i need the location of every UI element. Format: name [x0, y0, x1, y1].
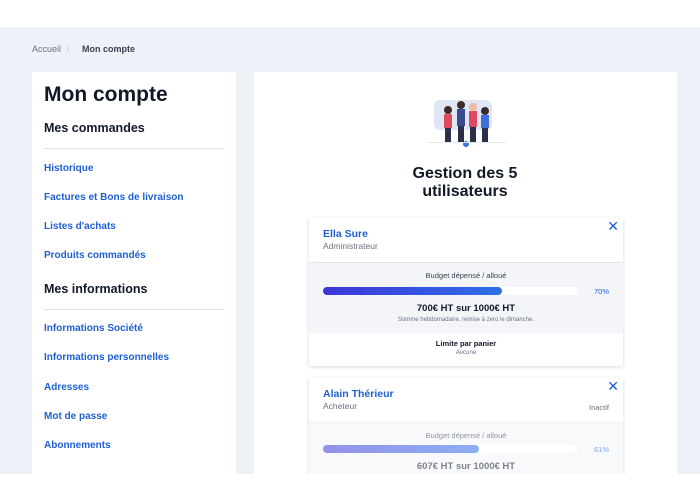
budget-label: Budget dépensé / alloué: [425, 431, 507, 440]
main-title: Gestion des 5 utilisateurs: [412, 165, 518, 200]
nav-link[interactable]: Produits commandés: [44, 250, 146, 261]
user-name[interactable]: Alain Thérieur: [323, 388, 394, 400]
budget-note: Somme hebdomadaire, remise à zero le dim…: [397, 317, 535, 323]
section-heading: Mes commandes: [44, 121, 145, 135]
nav-link[interactable]: Adresses: [44, 382, 90, 393]
nav-link[interactable]: Informations Société: [44, 323, 143, 334]
limit-value: Aucune: [455, 350, 477, 356]
breadcrumb-current: Mon compte: [82, 44, 135, 54]
progress-label: 61%: [593, 445, 609, 454]
nav-link[interactable]: Abonnements: [44, 440, 111, 451]
nav-link[interactable]: Listes d'achats: [44, 221, 116, 232]
nav-link[interactable]: Mot de passe: [44, 411, 108, 422]
divider: [44, 309, 224, 310]
progress-track: [323, 287, 578, 295]
limit-title: Limite par panier: [435, 339, 497, 348]
budget-amount: 700€ HT sur 1000€ HT: [416, 303, 516, 314]
progress-fill: [323, 445, 479, 453]
budget-amount: 607€ HT sur 1000€ HT: [416, 461, 516, 472]
progress-label: 70%: [593, 287, 609, 296]
user-name[interactable]: Ella Sure: [323, 228, 368, 240]
nav-link[interactable]: Factures et Bons de livraison: [44, 192, 184, 203]
main-panel: Gestion des 5 utilisateurs Ella Sure Adm…: [254, 72, 677, 474]
progress-fill: [323, 287, 502, 295]
user-card: Ella Sure Administrateur ✕ Budget dépens…: [309, 218, 623, 366]
section-heading: Mes informations: [44, 282, 148, 296]
nav-link[interactable]: Informations personnelles: [44, 352, 170, 363]
user-status: Inactif: [588, 403, 609, 412]
user-role: Administrateur: [323, 241, 378, 251]
breadcrumb-separator: /: [67, 44, 70, 54]
user-role: Acheteur: [323, 401, 358, 411]
sidebar: [32, 72, 236, 474]
progress-track: [323, 445, 578, 453]
illustration: [428, 100, 506, 147]
breadcrumb-link[interactable]: Accueil: [32, 44, 62, 54]
sidebar-title: Mon compte: [44, 83, 168, 106]
budget-section: Budget dépensé / alloué 70% 700€ HT sur …: [309, 262, 623, 333]
budget-section: Budget dépensé / alloué 61% 607€ HT sur …: [309, 422, 623, 474]
close-button[interactable]: ✕: [607, 378, 619, 394]
user-card: Alain Thérieur Acheteur ✕ Inactif Budget…: [309, 378, 623, 474]
divider: [44, 148, 224, 149]
close-button[interactable]: ✕: [607, 218, 619, 234]
budget-label: Budget dépensé / alloué: [425, 271, 507, 280]
nav-link[interactable]: Historique: [44, 163, 94, 174]
